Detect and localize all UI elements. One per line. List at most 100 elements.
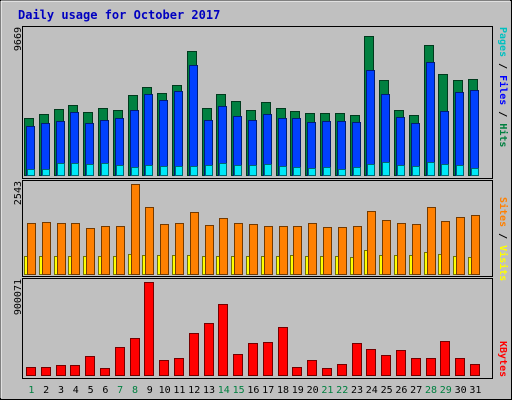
kbytes-panel-legend: KBytes [497,341,508,377]
day-label-10: 10 [159,385,171,396]
day-label-7: 7 [117,385,123,396]
hits-pages-bar-26 [397,165,405,176]
kbytes-kbytes-bar-6 [100,368,110,376]
kbytes-kbytes-bar-29 [440,341,450,376]
sites-sites-bar-16 [249,224,258,275]
legend-part-2: Files [497,75,509,105]
day-label-19: 19 [292,385,304,396]
day-label-13: 13 [203,385,215,396]
hits-pages-bar-11 [175,166,183,176]
kbytes-kbytes-bar-21 [322,368,332,376]
kbytes-kbytes-bar-3 [56,365,66,376]
kbytes-kbytes-bar-20 [307,360,317,376]
kbytes-kbytes-bar-30 [455,358,465,376]
sites-sites-bar-29 [441,221,450,275]
hits-pages-bar-16 [249,165,257,176]
day-label-26: 26 [395,385,407,396]
sites-panel: 2543 Sites / Visits [13,180,509,281]
sites-sites-bar-23 [353,226,362,275]
hits-pages-bar-18 [279,166,287,176]
sites-sites-bar-22 [338,227,347,275]
kbytes-kbytes-bar-26 [396,350,406,376]
sites-sites-bar-11 [175,223,184,275]
hits-pages-bar-31 [471,168,479,176]
sites-sites-bar-15 [234,223,243,275]
sites-sites-bar-3 [57,223,66,275]
kbytes-kbytes-bar-22 [337,364,347,376]
hits-pages-bar-29 [441,164,449,176]
sites-sites-bar-4 [71,223,80,275]
day-label-21: 21 [321,385,333,396]
sites-sites-bar-26 [397,223,406,275]
sites-sites-bar-12 [190,212,199,275]
hits-files-bar-11 [174,91,183,176]
sites-sites-bar-27 [412,224,421,275]
sites-sites-bar-14 [219,218,228,275]
sites-sites-bar-2 [42,222,51,275]
sites-panel-max-label: 2543 [13,181,24,205]
day-label-22: 22 [336,385,348,396]
hits-files-bar-30 [455,92,464,176]
hits-pages-bar-7 [116,165,124,176]
sites-sites-bar-30 [456,217,465,275]
kbytes-kbytes-bar-16 [248,343,258,376]
hits-pages-bar-8 [131,167,139,176]
sites-sites-bar-8 [131,184,140,275]
day-label-18: 18 [277,385,289,396]
day-label-5: 5 [88,385,94,396]
legend-part-0: Sites [497,197,509,227]
hits-pages-bar-3 [57,163,65,176]
day-label-16: 16 [247,385,259,396]
day-label-17: 17 [262,385,274,396]
hits-pages-bar-6 [101,163,109,176]
kbytes-kbytes-bar-9 [144,282,154,376]
day-label-4: 4 [73,385,79,396]
legend-part-2: Visits [497,245,509,281]
hits-files-bar-20 [307,122,316,176]
hits-pages-bar-14 [219,163,227,176]
kbytes-kbytes-bar-1 [26,367,36,376]
legend-part-0: KBytes [497,341,508,377]
kbytes-kbytes-bar-19 [292,367,302,376]
kbytes-kbytes-bar-11 [174,358,184,376]
kbytes-kbytes-bar-25 [381,355,391,376]
sites-sites-bar-1 [27,223,36,275]
hits-files-bar-8 [130,110,139,176]
sites-sites-bar-24 [367,211,376,275]
hits-panel: 9669 Pages / Files / Hits [13,26,509,179]
sites-sites-bar-7 [116,226,125,275]
sites-sites-bar-5 [86,228,95,275]
sites-sites-bar-10 [160,224,169,275]
kbytes-kbytes-bar-5 [85,356,95,376]
day-label-3: 3 [58,385,64,396]
hits-pages-bar-4 [71,163,79,176]
sites-sites-bar-9 [145,207,154,275]
hits-files-bar-24 [366,70,375,176]
kbytes-kbytes-bar-8 [130,338,140,376]
legend-part-3: / [497,105,508,123]
hits-pages-bar-23 [353,167,361,176]
hits-panel-legend: Pages / Files / Hits [497,27,509,147]
day-label-23: 23 [351,385,363,396]
legend-part-1: / [497,227,508,245]
day-label-20: 20 [307,385,319,396]
sites-sites-bar-20 [308,223,317,275]
hits-files-bar-1 [26,126,35,176]
hits-pages-bar-28 [427,162,435,176]
day-label-11: 11 [173,385,185,396]
kbytes-kbytes-bar-7 [115,347,125,376]
x-axis-day-labels: 1 2 3 4 5 6 7 8 9 10 11 12 13 14 15 16 17 18 19 20 21 22 23 24 2… [28,385,481,396]
hits-files-bar-19 [292,118,301,176]
hits-pages-bar-12 [190,166,198,176]
hits-files-bar-22 [337,121,346,176]
day-label-14: 14 [218,385,230,396]
sites-sites-bar-19 [293,226,302,275]
hits-pages-bar-13 [205,165,213,176]
day-label-12: 12 [188,385,200,396]
day-label-1: 1 [28,385,34,396]
kbytes-kbytes-bar-27 [411,358,421,376]
kbytes-kbytes-bar-23 [352,343,362,376]
sites-sites-bar-31 [471,215,480,275]
sites-sites-bar-18 [279,226,288,275]
day-label-31: 31 [469,385,481,396]
